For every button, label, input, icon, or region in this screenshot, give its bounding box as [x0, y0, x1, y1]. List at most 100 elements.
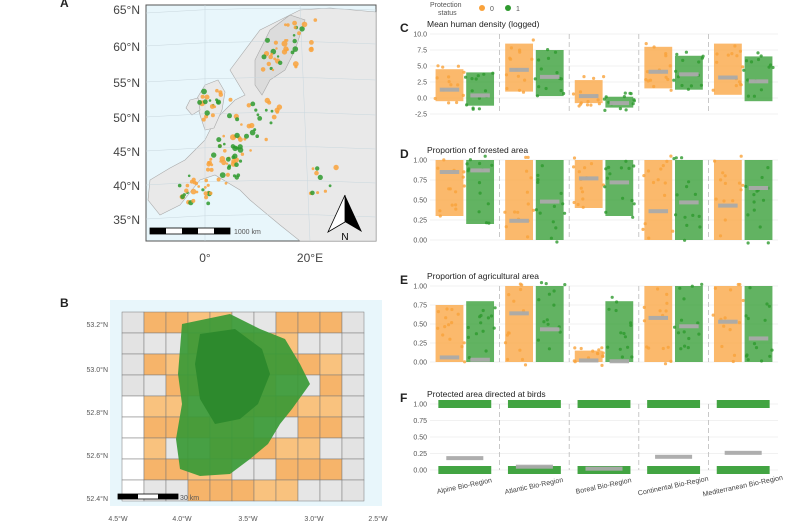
data-point: [739, 188, 743, 192]
data-point: [579, 102, 583, 106]
data-point: [607, 307, 611, 311]
data-point: [504, 225, 508, 229]
point-band: [644, 160, 673, 240]
data-point: [463, 360, 467, 364]
median-bar: [648, 209, 669, 214]
y-tick-label: 0.00: [413, 468, 427, 475]
site-point: [217, 144, 222, 149]
data-point: [478, 315, 482, 319]
grid-cell: [341, 479, 365, 502]
data-point: [464, 75, 468, 79]
data-point: [507, 293, 511, 297]
data-point: [519, 287, 523, 292]
legend-swatch-1: [505, 5, 511, 11]
data-point: [630, 198, 634, 203]
data-point: [470, 89, 474, 93]
data-point: [622, 95, 626, 99]
median-bar: [718, 75, 738, 80]
data-point: [493, 306, 497, 310]
grid-cell: [319, 416, 343, 439]
grid-cell: [253, 458, 277, 481]
map-a-lat-label: 55°N: [113, 76, 140, 90]
data-point: [601, 351, 605, 355]
site-point: [244, 133, 249, 139]
data-point: [630, 355, 634, 359]
data-point: [675, 193, 679, 197]
data-point: [553, 50, 558, 54]
data-point: [746, 78, 750, 82]
legend-title-line2: status: [438, 10, 457, 17]
wales-grid-map: 53.2°N 53.0°N 52.8°N 52.6°N 52.4°N 4.5°W…: [87, 300, 388, 523]
site-point: [283, 46, 289, 52]
data-point: [547, 347, 551, 351]
data-point: [559, 191, 563, 195]
data-point: [683, 215, 687, 219]
site-point: [219, 172, 226, 179]
north-label: N: [341, 232, 348, 243]
grid-cell: [143, 395, 167, 418]
map-a-lon-label: 20°E: [297, 251, 323, 265]
data-point: [759, 88, 763, 92]
site-point: [191, 198, 196, 203]
median-bar: [470, 93, 490, 98]
data-point: [619, 166, 623, 170]
map-b-lon-label: 3.0°W: [304, 515, 324, 523]
data-point: [627, 166, 631, 170]
data-point: [684, 50, 688, 54]
data-point: [586, 99, 590, 104]
grid-cell: [231, 479, 255, 502]
site-point: [271, 114, 277, 120]
data-point: [454, 207, 458, 211]
data-point: [656, 178, 660, 182]
data-point: [596, 352, 600, 356]
site-point: [203, 191, 208, 196]
data-point: [669, 88, 673, 92]
site-point: [234, 162, 239, 167]
data-point: [628, 91, 632, 95]
data-point: [746, 316, 750, 321]
data-point: [674, 156, 678, 160]
data-point: [483, 154, 487, 158]
y-tick-label: -2.5: [415, 112, 427, 119]
data-point: [770, 348, 774, 352]
data-point: [605, 176, 609, 180]
point-band: [647, 400, 701, 408]
data-point: [610, 295, 614, 299]
site-point: [309, 46, 314, 51]
y-tick-label: 0.75: [413, 303, 427, 310]
site-point: [209, 157, 213, 161]
site-point: [204, 195, 209, 200]
data-point: [479, 321, 483, 325]
point-band: [647, 466, 701, 474]
data-point: [554, 226, 558, 230]
site-point: [195, 190, 199, 194]
site-point: [223, 149, 227, 153]
data-point: [465, 162, 469, 166]
site-point: [197, 100, 203, 105]
data-point: [714, 197, 718, 201]
site-point: [208, 99, 212, 102]
site-point: [206, 201, 211, 206]
data-point: [686, 87, 690, 91]
category-label: Alpine Bio-Region: [436, 477, 492, 496]
grid-cell: [121, 374, 145, 397]
site-point: [185, 183, 190, 188]
legend-label-1: 1: [516, 6, 520, 13]
data-point: [618, 107, 622, 111]
site-point: [333, 164, 339, 171]
data-point: [665, 292, 669, 296]
data-point: [623, 91, 627, 95]
data-point: [731, 199, 735, 203]
point-band: [438, 466, 492, 474]
median-bar: [748, 186, 769, 190]
data-point: [504, 73, 509, 77]
y-tick-label: 2.5: [417, 80, 427, 87]
data-point: [643, 222, 647, 226]
data-point: [722, 324, 726, 328]
y-tick-label: 1.00: [413, 402, 427, 409]
data-point: [668, 64, 672, 68]
site-point: [313, 18, 318, 22]
median-bar: [539, 327, 560, 332]
europe-site-points: [177, 18, 339, 206]
median-bar: [655, 454, 693, 459]
